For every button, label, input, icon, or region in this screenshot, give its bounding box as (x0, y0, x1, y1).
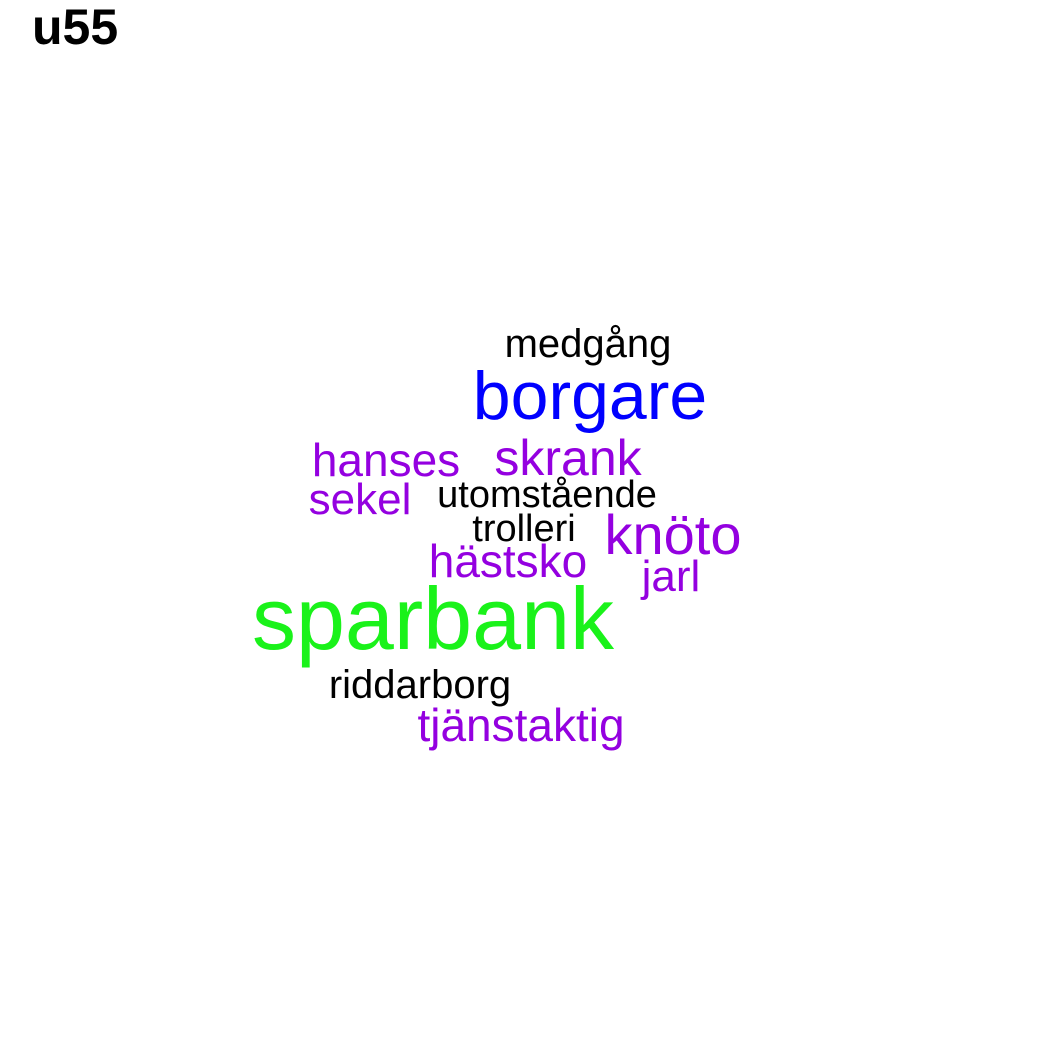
word-hanses: hanses (311, 434, 461, 486)
word-sparbank: sparbank (251, 569, 615, 668)
word-knoto: knöto (604, 503, 742, 566)
word-riddarborg: riddarborg (328, 663, 512, 707)
word-hastsko: hästsko (428, 535, 588, 587)
word-utomstaende: utomstående (437, 474, 657, 516)
word-medgang: medgång (504, 322, 672, 366)
panel-label: u55 (32, 0, 119, 55)
word-tjanstaktig: tjänstaktig (417, 699, 625, 751)
word-borgare: borgare (472, 358, 708, 434)
word-jarl: jarl (641, 552, 701, 601)
word-sekel: sekel (308, 475, 412, 524)
word-skrank: skrank (494, 430, 642, 486)
word-trolleri: trolleri (472, 508, 576, 550)
